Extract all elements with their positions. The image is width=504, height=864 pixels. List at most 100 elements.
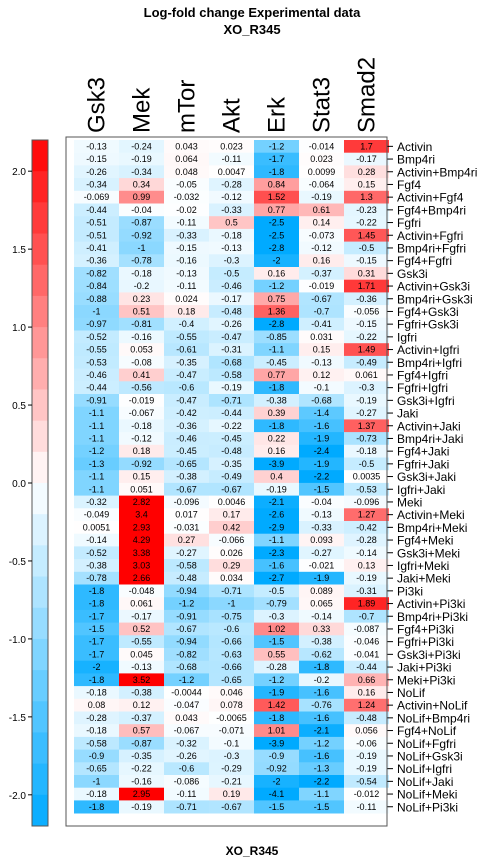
row-label: Fgf4+Igfri xyxy=(397,368,448,382)
heatmap-cell xyxy=(299,241,344,255)
cell-value-label: -0.92 xyxy=(131,459,152,469)
heatmap-cell xyxy=(254,635,299,649)
cell-value-label: -0.019 xyxy=(309,281,335,291)
cell-value-label: -0.16 xyxy=(176,256,197,266)
cell-value-label: 1.02 xyxy=(268,624,286,634)
cell-value-label: -0.18 xyxy=(86,789,107,799)
heatmap-cell xyxy=(344,140,389,154)
cell-value-label: -1.2 xyxy=(314,738,330,748)
cell-value-label: -0.45 xyxy=(176,446,197,456)
colorbar-tick-label: 0.5 xyxy=(12,401,26,412)
row-label: Gsk3i+Jaki xyxy=(397,470,456,484)
heatmap-cell xyxy=(344,508,389,522)
heatmap-cell xyxy=(119,521,164,535)
cell-value-label: -0.046 xyxy=(354,637,380,647)
heatmap-cell xyxy=(209,470,254,484)
heatmap-cell xyxy=(74,406,119,420)
cell-value-label: -1.2 xyxy=(269,281,285,291)
heatmap-cell xyxy=(254,711,299,725)
cell-value-label: -0.35 xyxy=(131,751,152,761)
heatmap-cell xyxy=(209,571,254,585)
heatmap-cell xyxy=(344,355,389,369)
heatmap-cell xyxy=(209,381,254,395)
row-label: Fgf4+Gsk3i xyxy=(397,305,459,319)
cell-value-label: -1.6 xyxy=(314,687,330,697)
cell-value-label: 0.23 xyxy=(133,294,151,304)
heatmap-cell xyxy=(209,178,254,192)
heatmap-cell xyxy=(209,292,254,306)
row-label: Activin+Fgf4 xyxy=(397,191,464,205)
heatmap-cell xyxy=(119,140,164,154)
row-label: Activin xyxy=(397,140,432,154)
heatmap-cell xyxy=(74,165,119,179)
cell-value-label: -0.13 xyxy=(311,510,332,520)
cell-value-label: -0.33 xyxy=(176,230,197,240)
cell-value-label: -0.37 xyxy=(311,268,332,278)
cell-value-label: 3.38 xyxy=(133,548,151,558)
row-label: Bmp4ri xyxy=(397,153,435,167)
cell-value-label: -0.38 xyxy=(266,395,287,405)
heatmap-cell xyxy=(119,749,164,763)
heatmap-cell xyxy=(344,609,389,623)
cell-value-label: 0.17 xyxy=(223,510,241,520)
heatmap-cell xyxy=(299,482,344,496)
heatmap-cell xyxy=(74,254,119,268)
cell-value-label: -0.38 xyxy=(311,637,332,647)
heatmap-cell xyxy=(119,203,164,217)
heatmap-cell xyxy=(164,432,209,446)
cell-value-label: -0.48 xyxy=(356,713,377,723)
heatmap-cell xyxy=(209,267,254,281)
heatmap-cell xyxy=(164,470,209,484)
cell-value-label: -0.85 xyxy=(266,332,287,342)
heatmap-cell xyxy=(74,609,119,623)
cell-value-label: -0.14 xyxy=(356,548,377,558)
heatmap-cell xyxy=(209,508,254,522)
cell-value-label: -0.68 xyxy=(311,395,332,405)
heatmap-cell xyxy=(299,381,344,395)
cell-value-label: -0.7 xyxy=(314,306,330,316)
heatmap-cell xyxy=(344,254,389,268)
cell-value-label: -0.26 xyxy=(86,167,107,177)
heatmap-cell xyxy=(299,330,344,344)
cell-value-label: -0.23 xyxy=(356,205,377,215)
cell-value-label: -0.05 xyxy=(176,179,197,189)
cell-value-label: -0.67 xyxy=(176,624,197,634)
cell-value-label: -0.66 xyxy=(221,662,242,672)
cell-value-label: 1.36 xyxy=(268,306,286,316)
heatmap-cell xyxy=(74,267,119,281)
cell-value-label: -1 xyxy=(227,599,235,609)
cell-value-label: -0.19 xyxy=(311,192,332,202)
heatmap-cell xyxy=(74,787,119,801)
row-label: NoLif xyxy=(397,686,426,700)
heatmap-cell xyxy=(164,508,209,522)
row-label: Fgf4+Jaki xyxy=(397,445,449,459)
cell-value-label: -0.18 xyxy=(356,446,377,456)
heatmap-cell xyxy=(74,457,119,471)
row-label: Fgfri+Igfri xyxy=(397,381,448,395)
heatmap-cell xyxy=(74,330,119,344)
cell-value-label: 3.03 xyxy=(133,560,151,570)
cell-value-label: 0.18 xyxy=(133,446,151,456)
cell-value-label: 0.078 xyxy=(220,700,243,710)
cell-value-label: -0.073 xyxy=(309,230,335,240)
heatmap-cell xyxy=(164,686,209,700)
cell-value-label: -0.031 xyxy=(174,522,200,532)
cell-value-label: -0.12 xyxy=(221,192,242,202)
heatmap-cell xyxy=(164,178,209,192)
colorbar-tick-label: -2.0 xyxy=(9,791,27,802)
heatmap-cell xyxy=(254,267,299,281)
row-label: Fgf4+Pi3ki xyxy=(397,622,454,636)
cell-value-label: -0.45 xyxy=(266,357,287,367)
cell-value-label: -0.012 xyxy=(354,789,380,799)
cell-value-label: -0.2 xyxy=(314,675,330,685)
cell-value-label: -1.5 xyxy=(314,484,330,494)
heatmap-cell xyxy=(344,432,389,446)
heatmap-cell xyxy=(119,635,164,649)
cell-value-label: -0.087 xyxy=(354,624,380,634)
heatmap-cell xyxy=(344,622,389,636)
cell-value-label: -0.06 xyxy=(356,738,377,748)
heatmap-cell xyxy=(344,381,389,395)
cell-value-label: -0.97 xyxy=(86,319,107,329)
heatmap-cell xyxy=(209,762,254,776)
cell-value-label: 0.41 xyxy=(133,370,151,380)
